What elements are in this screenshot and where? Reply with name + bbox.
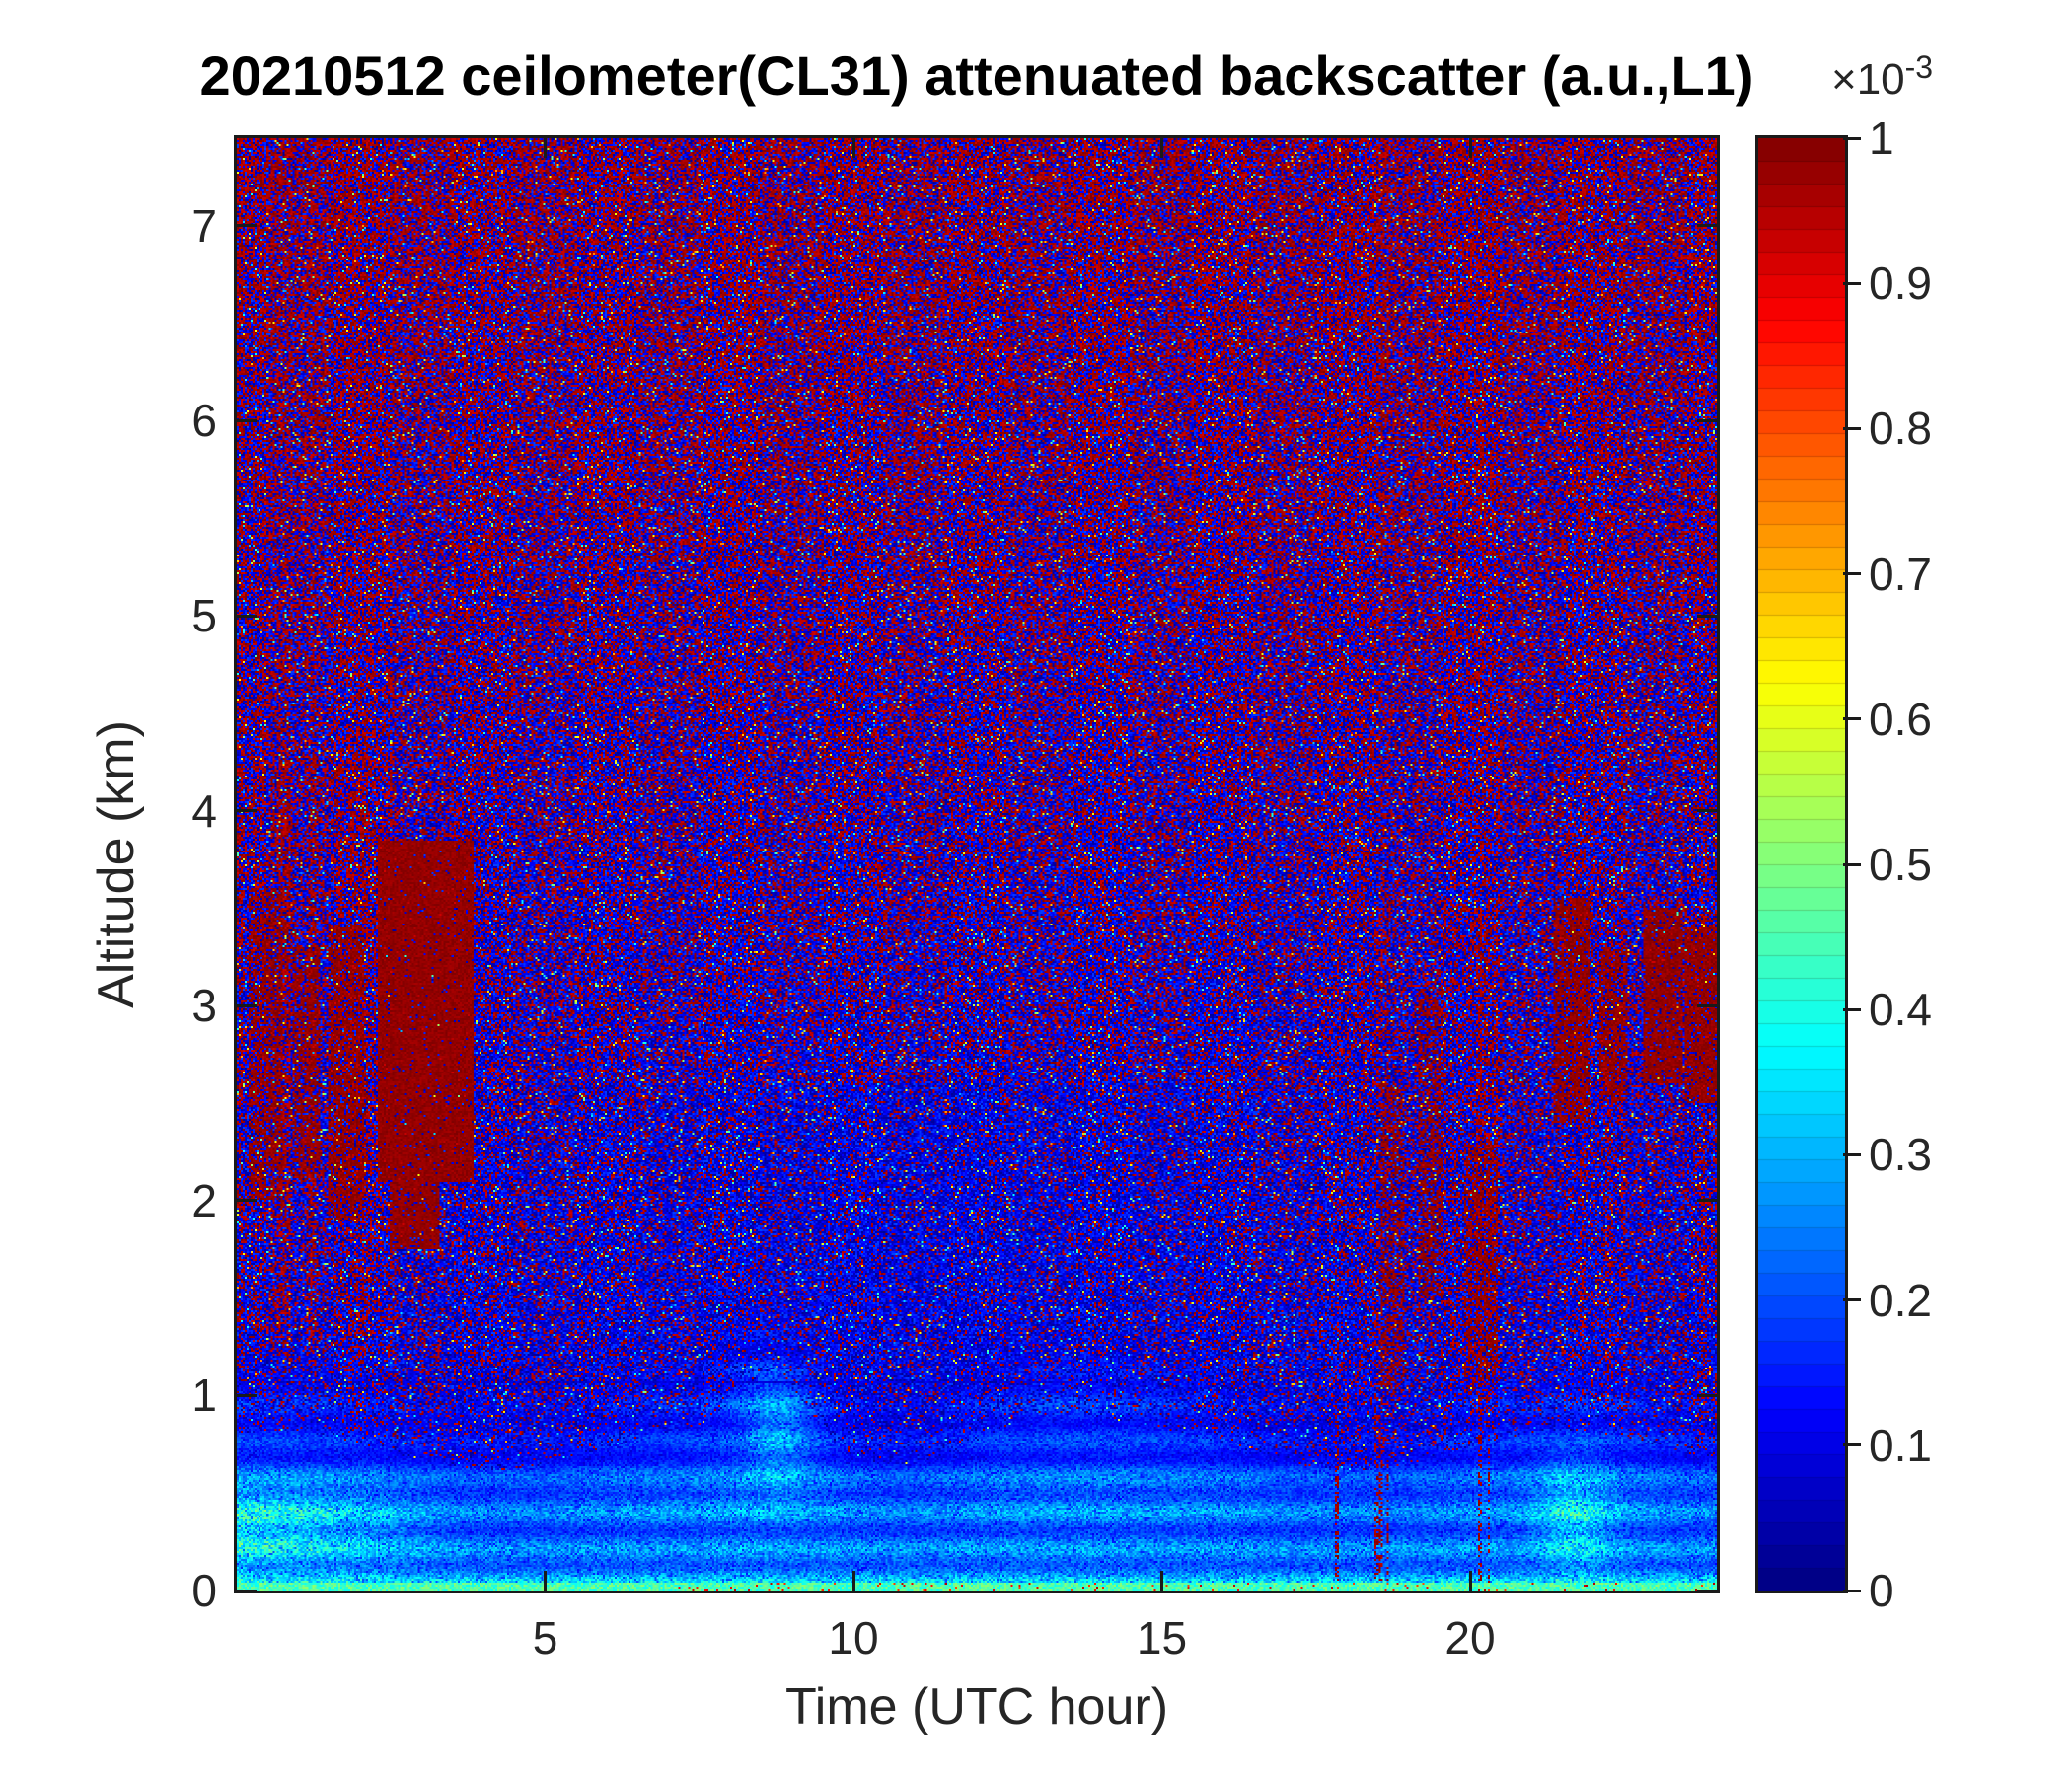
y-tick-mark	[237, 1003, 257, 1007]
y-tick-mark	[237, 1199, 257, 1203]
colorbar-tick-label: 0.1	[1869, 1419, 1932, 1471]
colorbar-scale-base: ×10	[1831, 55, 1905, 104]
chart-title: 20210512 ceilometer(CL31) attenuated bac…	[199, 44, 1754, 107]
y-tick-mark	[1697, 224, 1717, 228]
colorbar-tick-mark	[1843, 1443, 1861, 1447]
colorbar-tick-label: 0	[1869, 1565, 1894, 1616]
colorbar-tick-label: 0.7	[1869, 548, 1932, 600]
y-tick-mark	[1697, 1393, 1717, 1397]
y-tick-mark	[1697, 614, 1717, 618]
x-tick-label: 10	[828, 1612, 879, 1664]
colorbar-tick-mark	[1843, 136, 1861, 140]
x-tick-label: 20	[1444, 1612, 1496, 1664]
colorbar-tick-label: 1	[1869, 112, 1894, 164]
y-tick-label: 1	[191, 1369, 217, 1422]
colorbar-tick-label: 0.8	[1869, 403, 1932, 455]
y-tick-mark	[1697, 809, 1717, 813]
colorbar-canvas	[1758, 138, 1845, 1591]
colorbar-tick-label: 0.9	[1869, 258, 1932, 310]
colorbar-tick-mark	[1843, 1152, 1861, 1156]
y-tick-label: 2	[191, 1174, 217, 1226]
colorbar-tick-mark	[1843, 1007, 1861, 1011]
x-tick-mark	[1468, 1571, 1472, 1591]
colorbar-tick-label: 0.3	[1869, 1129, 1932, 1181]
x-tick-mark	[544, 1571, 547, 1591]
x-tick-mark	[544, 138, 547, 158]
colorbar-tick-mark	[1843, 1589, 1861, 1592]
x-tick-mark	[1468, 138, 1472, 158]
colorbar-tick-label: 0.5	[1869, 839, 1932, 890]
colorbar-tick-mark	[1843, 1298, 1861, 1302]
colorbar-tick-label: 0.6	[1869, 693, 1932, 745]
colorbar-tick-mark	[1843, 717, 1861, 721]
y-tick-mark	[1697, 1589, 1717, 1592]
y-tick-mark	[237, 1589, 257, 1592]
y-tick-label: 3	[191, 980, 217, 1032]
y-tick-mark	[1697, 1003, 1717, 1007]
y-tick-mark	[237, 224, 257, 228]
x-tick-mark	[1160, 1571, 1163, 1591]
colorbar-tick-mark	[1843, 426, 1861, 430]
colorbar-scale-label: ×10-3	[1831, 49, 1933, 105]
y-tick-mark	[237, 418, 257, 422]
y-axis-label: Altitude (km)	[88, 720, 145, 1008]
y-tick-mark	[237, 1393, 257, 1397]
y-tick-label: 6	[191, 395, 217, 447]
y-tick-mark	[1697, 1199, 1717, 1203]
y-tick-label: 7	[191, 199, 217, 252]
y-tick-mark	[237, 614, 257, 618]
y-tick-label: 4	[191, 784, 217, 837]
x-tick-label: 15	[1136, 1612, 1188, 1664]
y-tick-mark	[1697, 418, 1717, 422]
y-tick-label: 5	[191, 590, 217, 642]
x-tick-mark	[851, 1571, 855, 1591]
y-tick-label: 0	[191, 1565, 217, 1616]
x-tick-label: 5	[532, 1612, 558, 1664]
heatmap-canvas	[237, 138, 1717, 1591]
colorbar-tick-mark	[1843, 862, 1861, 866]
colorbar-scale-exponent: -3	[1904, 49, 1934, 85]
y-tick-mark	[237, 809, 257, 813]
colorbar-tick-mark	[1843, 572, 1861, 576]
x-axis-label: Time (UTC hour)	[784, 1678, 1169, 1736]
colorbar-tick-label: 0.4	[1869, 984, 1932, 1036]
colorbar-tick-label: 0.2	[1869, 1274, 1932, 1326]
colorbar-tick-mark	[1843, 281, 1861, 285]
x-tick-mark	[1160, 138, 1163, 158]
x-tick-mark	[851, 138, 855, 158]
